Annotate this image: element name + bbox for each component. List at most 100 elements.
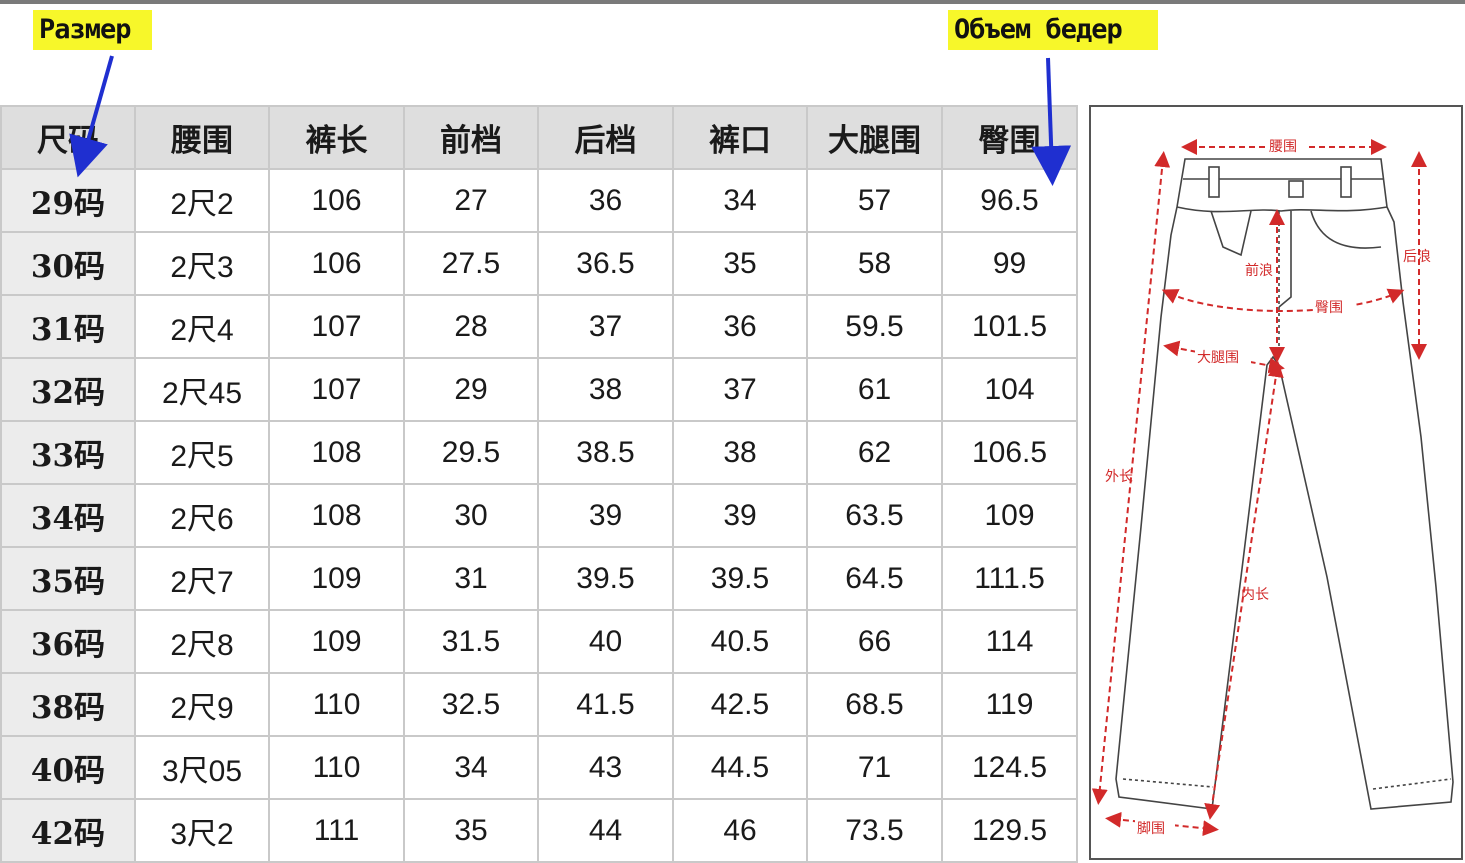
- size-cell: 29码: [0, 168, 136, 233]
- table-cell: 71: [806, 735, 943, 800]
- table-cell: 108: [268, 483, 405, 548]
- table-cell: 34: [403, 735, 539, 800]
- table-cell: 58: [806, 231, 943, 296]
- table-cell: 36: [537, 168, 674, 233]
- table-cell: 63.5: [806, 483, 943, 548]
- table-cell: 61: [806, 357, 943, 422]
- table-cell: 36: [672, 294, 808, 359]
- table-cell: 64.5: [806, 546, 943, 611]
- table-row: 36码 2尺8 109 31.5 40 40.5 66 114: [0, 609, 1078, 674]
- table-row: 29码 2尺2 106 27 36 34 57 96.5: [0, 168, 1078, 233]
- table-cell: 32.5: [403, 672, 539, 737]
- table-cell: 2尺4: [134, 294, 270, 359]
- table-cell: 2尺5: [134, 420, 270, 485]
- top-divider: [0, 0, 1465, 4]
- table-header-row: 尺码 腰围 裤长 前档 后档 裤口 大腿围 臀围: [0, 105, 1078, 170]
- size-cell: 32码: [0, 357, 136, 422]
- table-cell: 46: [672, 798, 808, 863]
- table-cell: 38: [672, 420, 808, 485]
- table-cell: 2尺2: [134, 168, 270, 233]
- table-cell: 3尺05: [134, 735, 270, 800]
- table-cell: 109: [268, 609, 405, 674]
- table-cell: 35: [403, 798, 539, 863]
- table-cell: 39: [537, 483, 674, 548]
- size-cell: 34码: [0, 483, 136, 548]
- leg-opening-label: 脚围: [1137, 821, 1165, 837]
- table-cell: 99: [941, 231, 1078, 296]
- column-header: 裤长: [268, 105, 405, 170]
- size-cell: 33码: [0, 420, 136, 485]
- table-cell: 110: [268, 735, 405, 800]
- table-cell: 27.5: [403, 231, 539, 296]
- table-cell: 27: [403, 168, 539, 233]
- table-cell: 34: [672, 168, 808, 233]
- table-cell: 2尺6: [134, 483, 270, 548]
- table-cell: 114: [941, 609, 1078, 674]
- size-cell: 42码: [0, 798, 136, 863]
- size-cell: 31码: [0, 294, 136, 359]
- pants-measurement-diagram: 腰围 前浪 后浪 臀围 大腿围 外长 内长 脚围: [1089, 105, 1463, 860]
- size-callout: Размер: [33, 10, 152, 50]
- table-cell: 38: [537, 357, 674, 422]
- outseam-label: 外长: [1105, 469, 1133, 485]
- inseam-label: 内长: [1241, 587, 1269, 603]
- table-cell: 44.5: [672, 735, 808, 800]
- table-cell: 129.5: [941, 798, 1078, 863]
- table-row: 38码 2尺9 110 32.5 41.5 42.5 68.5 119: [0, 672, 1078, 737]
- table-cell: 109: [941, 483, 1078, 548]
- table-cell: 41.5: [537, 672, 674, 737]
- table-cell: 62: [806, 420, 943, 485]
- table-cell: 40: [537, 609, 674, 674]
- table-cell: 110: [268, 672, 405, 737]
- table-cell: 31: [403, 546, 539, 611]
- column-header: 尺码: [0, 105, 136, 170]
- size-cell: 30码: [0, 231, 136, 296]
- table-cell: 2尺7: [134, 546, 270, 611]
- table-row: 42码 3尺2 111 35 44 46 73.5 129.5: [0, 798, 1078, 863]
- inseam-measure-line: [1204, 361, 1284, 820]
- table-cell: 28: [403, 294, 539, 359]
- table-cell: 2尺45: [134, 357, 270, 422]
- table-cell: 106: [268, 168, 405, 233]
- table-row: 40码 3尺05 110 34 43 44.5 71 124.5: [0, 735, 1078, 800]
- table-cell: 2尺3: [134, 231, 270, 296]
- table-cell: 38.5: [537, 420, 674, 485]
- table-cell: 2尺9: [134, 672, 270, 737]
- table-cell: 73.5: [806, 798, 943, 863]
- table-cell: 35: [672, 231, 808, 296]
- back-rise-label: 后浪: [1403, 249, 1431, 265]
- column-header: 大腿围: [806, 105, 943, 170]
- column-header: 裤口: [672, 105, 808, 170]
- table-cell: 29: [403, 357, 539, 422]
- size-cell: 38码: [0, 672, 136, 737]
- table-cell: 124.5: [941, 735, 1078, 800]
- table-cell: 57: [806, 168, 943, 233]
- table-cell: 31.5: [403, 609, 539, 674]
- table-cell: 104: [941, 357, 1078, 422]
- table-cell: 44: [537, 798, 674, 863]
- table-cell: 107: [268, 357, 405, 422]
- table-row: 32码 2尺45 107 29 38 37 61 104: [0, 357, 1078, 422]
- leg-opening-measure-line: [1105, 811, 1219, 837]
- table-cell: 106: [268, 231, 405, 296]
- table-cell: 59.5: [806, 294, 943, 359]
- table-cell: 108: [268, 420, 405, 485]
- thigh-label: 大腿围: [1197, 350, 1239, 366]
- table-cell: 66: [806, 609, 943, 674]
- table-cell: 39.5: [672, 546, 808, 611]
- table-cell: 39.5: [537, 546, 674, 611]
- hip-label: 臀围: [1315, 300, 1343, 316]
- waist-label: 腰围: [1269, 139, 1297, 155]
- pants-illustration: 腰围 前浪 后浪 臀围 大腿围 外长 内长 脚围: [1091, 136, 1454, 837]
- table-row: 35码 2尺7 109 31 39.5 39.5 64.5 111.5: [0, 546, 1078, 611]
- table-row: 34码 2尺6 108 30 39 39 63.5 109: [0, 483, 1078, 548]
- table-cell: 96.5: [941, 168, 1078, 233]
- table-cell: 109: [268, 546, 405, 611]
- table-cell: 119: [941, 672, 1078, 737]
- table-cell: 39: [672, 483, 808, 548]
- size-cell: 36码: [0, 609, 136, 674]
- table-cell: 40.5: [672, 609, 808, 674]
- table-cell: 29.5: [403, 420, 539, 485]
- front-rise-label: 前浪: [1245, 262, 1273, 279]
- table-cell: 37: [537, 294, 674, 359]
